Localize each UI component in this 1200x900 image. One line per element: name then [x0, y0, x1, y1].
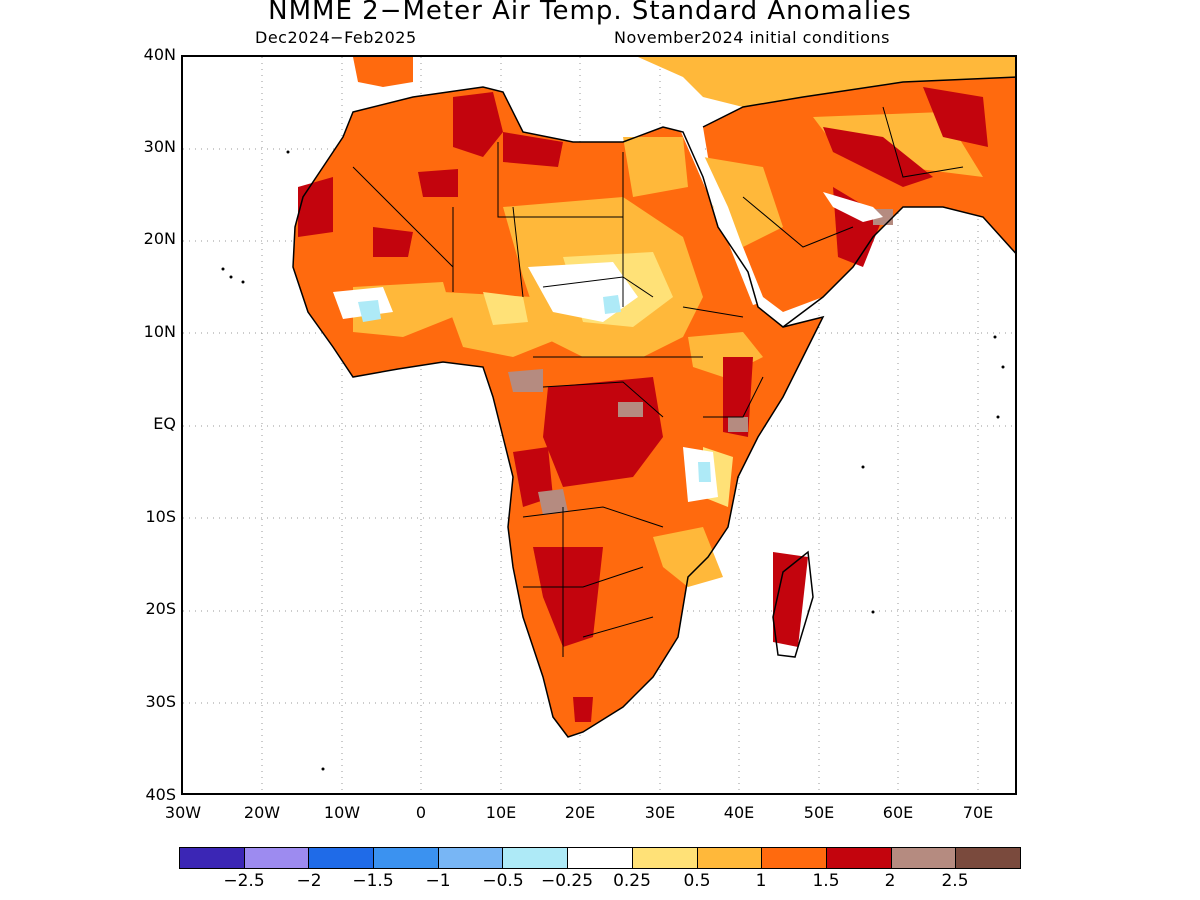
- lon-label: 10E: [485, 803, 517, 822]
- initial-conditions-label: November2024 initial conditions: [614, 28, 890, 47]
- colorbar-tick: 2: [884, 871, 896, 891]
- colorbar-swatch: [503, 848, 569, 868]
- colorbar-tick: 1.5: [812, 871, 840, 891]
- lat-label: 20S: [145, 599, 176, 618]
- colorbar-swatch: [374, 848, 439, 868]
- colorbar-swatch: [244, 848, 310, 868]
- colorbar-swatch: [309, 848, 375, 868]
- coastlines: [292, 76, 1015, 738]
- colorbar-tick: −0.25: [540, 871, 594, 891]
- season-label: Dec2024−Feb2025: [255, 28, 417, 47]
- lat-label: 30S: [145, 692, 176, 711]
- lon-label: 30E: [644, 803, 676, 822]
- colorbar-swatch: [632, 848, 698, 868]
- lat-label: EQ: [153, 414, 176, 433]
- lon-label: 0: [415, 803, 427, 822]
- lon-label: 60E: [882, 803, 914, 822]
- lat-label: 40S: [145, 785, 176, 804]
- lon-label: 20W: [243, 803, 281, 822]
- colorbar-swatch: [762, 848, 827, 868]
- lat-label: 10N: [143, 322, 176, 341]
- lon-label: 20E: [564, 803, 596, 822]
- africa-anomaly-field: [183, 57, 1015, 793]
- colorbar-tick: 0.5: [683, 871, 711, 891]
- colorbar-tick: −2: [296, 871, 322, 891]
- map-title: NMME 2−Meter Air Temp. Standard Anomalie…: [268, 0, 912, 26]
- lon-label: 70E: [962, 803, 994, 822]
- colorbar-tick: −2.5: [223, 871, 265, 891]
- colorbar-swatch: [956, 848, 1020, 868]
- colorbar-tick: 2.5: [941, 871, 969, 891]
- anomaly-map: [181, 55, 1017, 795]
- colorbar-swatch: [826, 848, 892, 868]
- colorbar-swatch: [438, 848, 504, 868]
- persian-gulf: [823, 192, 883, 222]
- colorbar-swatch: [697, 848, 763, 868]
- lat-label: 20N: [143, 229, 176, 248]
- lon-label: 30W: [164, 803, 202, 822]
- islands: [221, 150, 1005, 771]
- colorbar-tick: 0.25: [613, 871, 651, 891]
- lon-label: 10W: [323, 803, 361, 822]
- extreme-anomaly-spots: [508, 209, 893, 515]
- colorbar-swatch: [891, 848, 957, 868]
- europe-strip: [353, 57, 413, 87]
- colorbar-tick: −0.5: [482, 871, 524, 891]
- colorbar-tick: −1.5: [352, 871, 394, 891]
- mideast-strip: [638, 57, 1015, 107]
- colorbar-swatch: [180, 848, 245, 868]
- colorbar-tick: 1: [755, 871, 767, 891]
- lat-label: 30N: [143, 137, 176, 156]
- cool-anomaly-spots: [358, 295, 711, 482]
- colorbar: [179, 847, 1021, 869]
- lat-label: 40N: [143, 45, 176, 64]
- country-borders: [352, 106, 964, 657]
- lon-label: 50E: [803, 803, 835, 822]
- lat-label: 10S: [145, 507, 176, 526]
- colorbar-tick: −1: [425, 871, 451, 891]
- lon-label: 40E: [723, 803, 755, 822]
- colorbar-swatch: [568, 848, 633, 868]
